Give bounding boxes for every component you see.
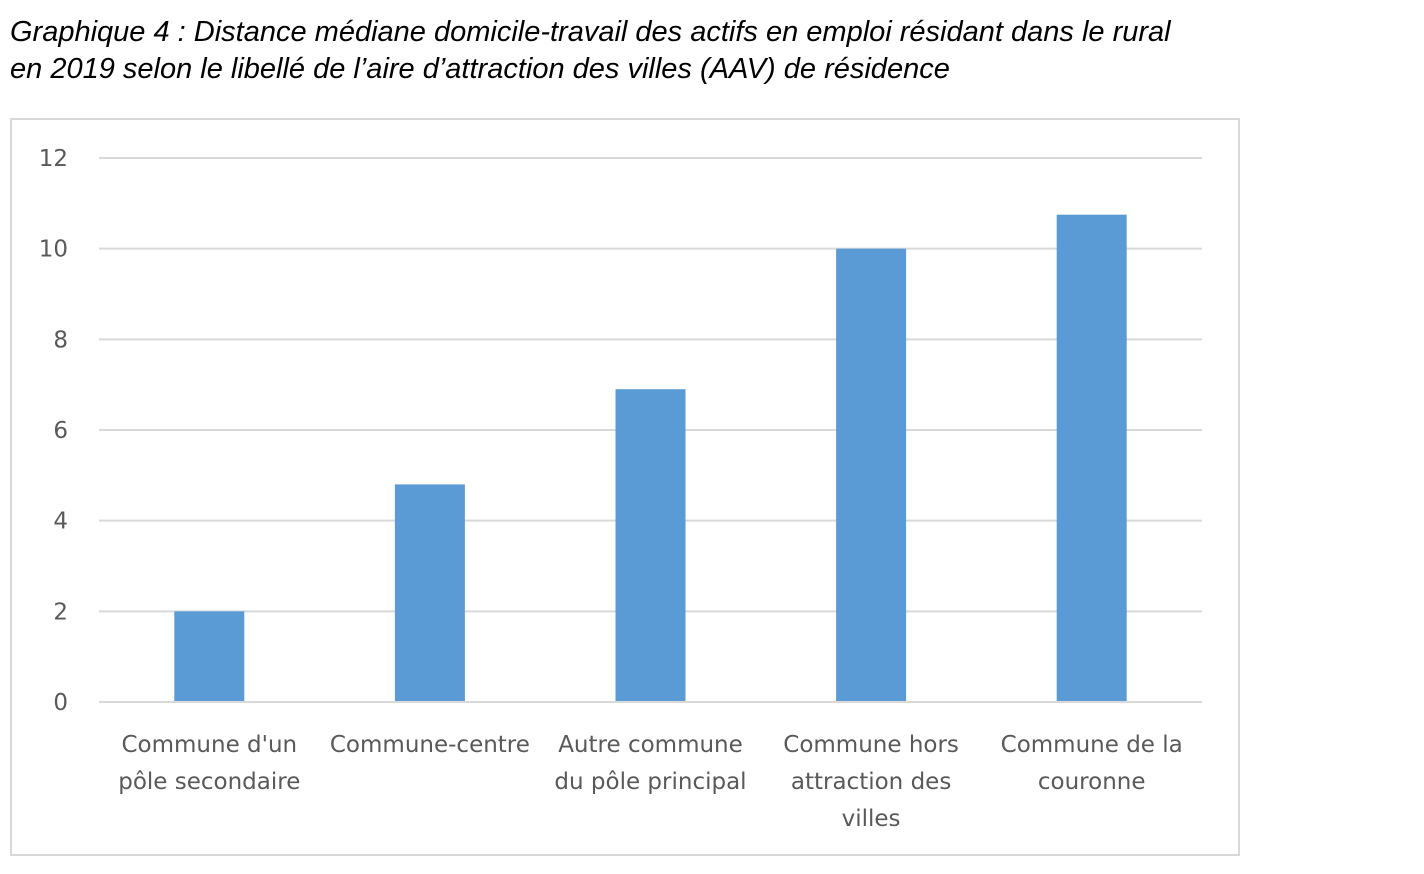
y-axis-tick-labels: 0 2 4 6 8 10 12 [39, 146, 68, 716]
x-category-label: Autre commune du pôle principal [554, 732, 746, 795]
y-tick-label: 4 [53, 509, 68, 535]
bar [615, 389, 686, 702]
x-category-label-line: Commune d'un [121, 732, 297, 758]
y-tick-label: 8 [53, 327, 68, 353]
bar [174, 611, 245, 702]
x-category-label-line: du pôle principal [554, 769, 746, 795]
x-category-label-line: Commune-centre [330, 732, 530, 758]
bars [174, 214, 1127, 702]
x-category-label-line: Commune de la [1001, 732, 1183, 758]
y-tick-label: 12 [39, 146, 68, 172]
bar [836, 248, 907, 702]
bar [394, 484, 465, 702]
x-category-label: Commune d'un pôle secondaire [118, 732, 300, 795]
bar [1056, 214, 1127, 702]
y-tick-label: 2 [53, 599, 68, 625]
y-tick-label: 6 [53, 418, 68, 444]
x-category-label-line: Autre commune [558, 732, 743, 758]
chart-caption-line-2: en 2019 selon le libellé de l’aire d’att… [10, 53, 950, 85]
chart-caption: Graphique 4 : Distance médiane domicile-… [10, 14, 1420, 88]
x-category-label-line: villes [842, 806, 901, 832]
x-category-label-line: pôle secondaire [118, 769, 300, 795]
x-axis-category-labels: Commune d'un pôle secondaire Commune-centr… [118, 732, 1183, 832]
y-tick-label: 10 [39, 237, 68, 263]
x-category-label-line: Commune hors [783, 732, 959, 758]
x-category-label-line: couronne [1038, 769, 1146, 795]
x-category-label: Commune hors attraction des villes [783, 732, 959, 832]
x-category-label: Commune de la couronne [1001, 732, 1183, 795]
y-tick-label: 0 [53, 690, 68, 716]
chart-frame: 0 2 4 6 8 10 12 Commune d'un pôle secondaire Com… [10, 118, 1240, 856]
x-category-label-line: attraction des [791, 769, 951, 795]
chart-caption-line-1: Graphique 4 : Distance médiane domicile-… [10, 16, 1171, 48]
x-category-label: Commune-centre [330, 732, 530, 758]
